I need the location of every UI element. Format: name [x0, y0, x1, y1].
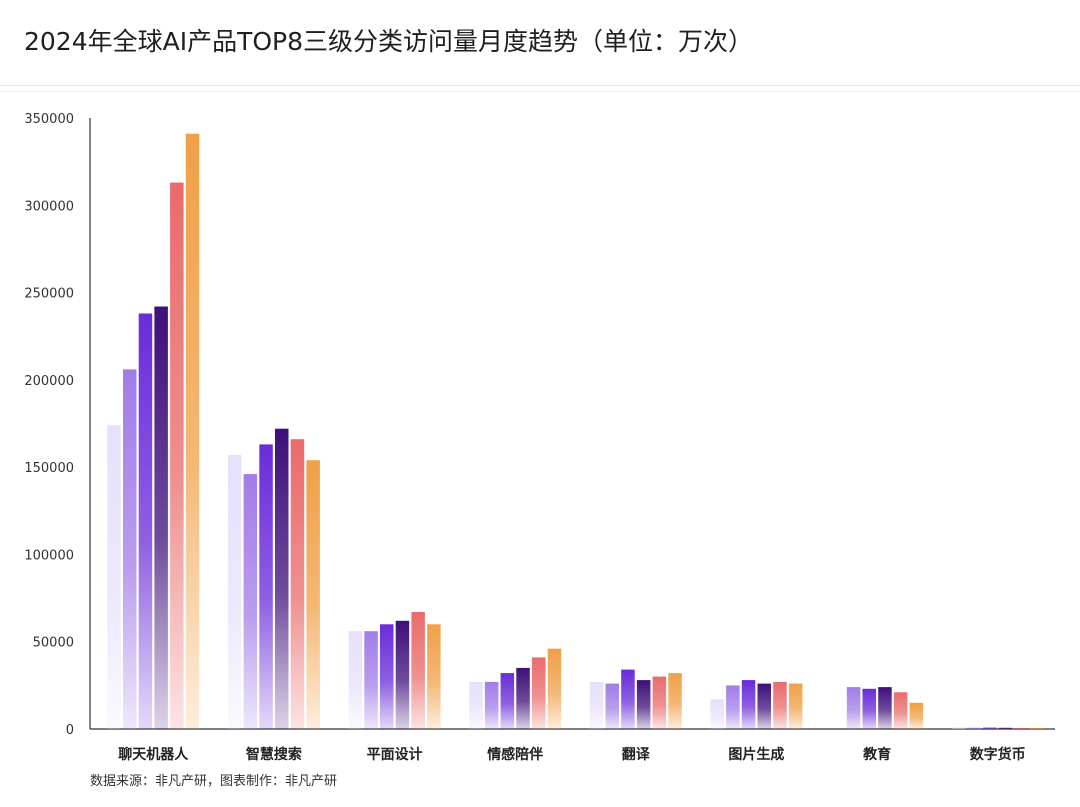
x-category-label: 情感陪伴: [487, 746, 543, 763]
bar-7-6: [909, 702, 924, 729]
bar-4-2: [484, 681, 499, 729]
y-tick-label: 200000: [24, 374, 74, 389]
bar-8-5: [1014, 728, 1028, 729]
bar-3-5: [411, 612, 425, 729]
bar-1-3: [138, 313, 153, 729]
bar-2-2: [243, 474, 258, 729]
bar-8-2: [967, 727, 981, 729]
title-divider-shadow: [0, 91, 1080, 92]
bar-2-4: [275, 428, 289, 729]
bar-5-4: [636, 680, 651, 729]
bar-8-6: [1030, 728, 1044, 729]
bar-5-3: [621, 669, 635, 729]
bar-1-6: [185, 133, 200, 729]
bar-1-2: [123, 369, 137, 729]
title-divider: [0, 85, 1080, 86]
y-tick-label: 50000: [33, 636, 74, 651]
bar-6-5: [773, 681, 787, 729]
y-tick-label: 250000: [24, 287, 74, 302]
bar-1-5: [170, 182, 184, 730]
x-category-label: 智慧搜索: [245, 746, 302, 763]
y-tick-label: 300000: [24, 199, 74, 214]
chart-bars: [107, 133, 1044, 730]
chart-labels: 0 50000 100000 150000 200000 250000 300000 3500…: [24, 112, 1025, 763]
x-category-label: 教育: [863, 746, 891, 763]
y-tick-label: 350000: [24, 112, 74, 127]
bar-6-3: [741, 680, 756, 729]
bar-4-3: [500, 673, 515, 729]
x-category-label: 平面设计: [367, 746, 423, 763]
bar-6-2: [726, 685, 740, 729]
bar-5-1: [589, 681, 604, 729]
bar-3-1: [348, 631, 363, 729]
bar-1-1: [107, 425, 121, 729]
bar-7-5: [893, 692, 908, 729]
bar-5-5: [652, 676, 667, 729]
x-category-label: 翻译: [622, 746, 651, 763]
bar-4-5: [532, 657, 546, 729]
bar-6-1: [710, 699, 724, 729]
bar-6-4: [757, 683, 771, 729]
bar-8-1: [951, 727, 966, 729]
y-tick-label: 100000: [24, 548, 74, 563]
bar-4-1: [469, 681, 483, 729]
bar-7-2: [846, 687, 861, 729]
bar-3-2: [364, 631, 378, 729]
bar-3-3: [380, 624, 394, 729]
bar-2-1: [227, 454, 242, 729]
bar-8-3: [983, 727, 997, 729]
bar-2-6: [306, 460, 320, 729]
x-category-label: 数字货币: [970, 746, 1026, 763]
bar-7-4: [878, 687, 892, 729]
bar-3-4: [395, 620, 410, 729]
bar-2-3: [259, 444, 273, 729]
chart-title: 2024年全球AI产品TOP8三级分类访问量月度趋势（单位：万次）: [24, 27, 754, 56]
y-tick-label: 0: [66, 723, 74, 738]
y-tick-label: 150000: [24, 461, 74, 476]
bar-4-4: [516, 667, 530, 729]
bar-2-5: [290, 439, 305, 729]
bar-4-6: [547, 648, 562, 729]
x-category-label: 图片生成: [728, 746, 784, 763]
x-category-label: 聊天机器人: [118, 746, 189, 763]
bar-6-6: [788, 683, 803, 729]
bar-5-2: [605, 683, 619, 729]
bar-5-6: [668, 673, 682, 729]
bar-3-6: [427, 624, 441, 729]
bar-7-3: [862, 688, 876, 729]
data-source-note: 数据来源：非凡产研，图表制作：非凡产研: [90, 774, 338, 789]
bar-8-4: [998, 727, 1013, 729]
bar-1-4: [154, 306, 168, 729]
